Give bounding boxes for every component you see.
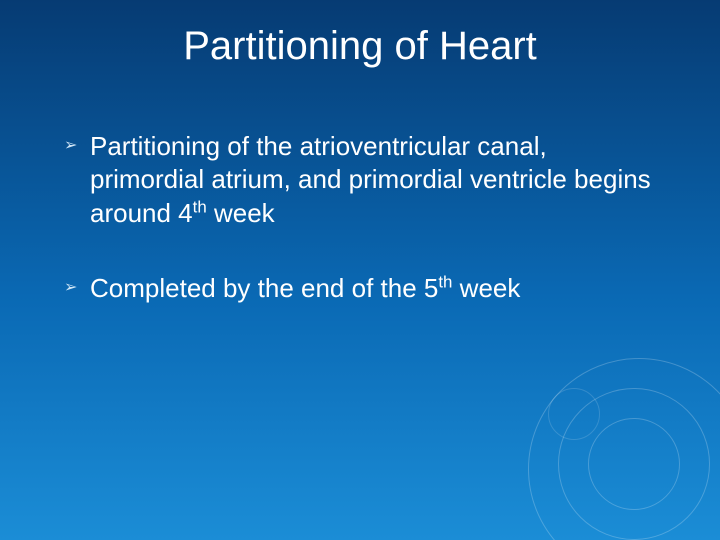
bullet-text-pre: Completed by the end of the 5 <box>90 273 438 303</box>
slide-title: Partitioning of Heart <box>0 24 720 69</box>
bullet-marker-icon: ➢ <box>64 136 77 156</box>
bullet-item: ➢ Completed by the end of the 5th week <box>64 272 660 305</box>
slide-body: ➢ Partitioning of the atrioventricular c… <box>64 130 660 347</box>
decorative-arc-icon <box>528 358 720 540</box>
bullet-item: ➢ Partitioning of the atrioventricular c… <box>64 130 660 230</box>
slide: Partitioning of Heart ➢ Partitioning of … <box>0 0 720 540</box>
decorative-arc-icon <box>548 388 600 440</box>
bullet-text-post: week <box>452 273 520 303</box>
bullet-text-post: week <box>207 198 275 228</box>
bullet-marker-icon: ➢ <box>64 278 77 298</box>
bullet-text-sup: th <box>193 197 207 216</box>
bullet-text-sup: th <box>438 272 452 291</box>
bullet-text-pre: Partitioning of the atrioventricular can… <box>90 131 651 228</box>
